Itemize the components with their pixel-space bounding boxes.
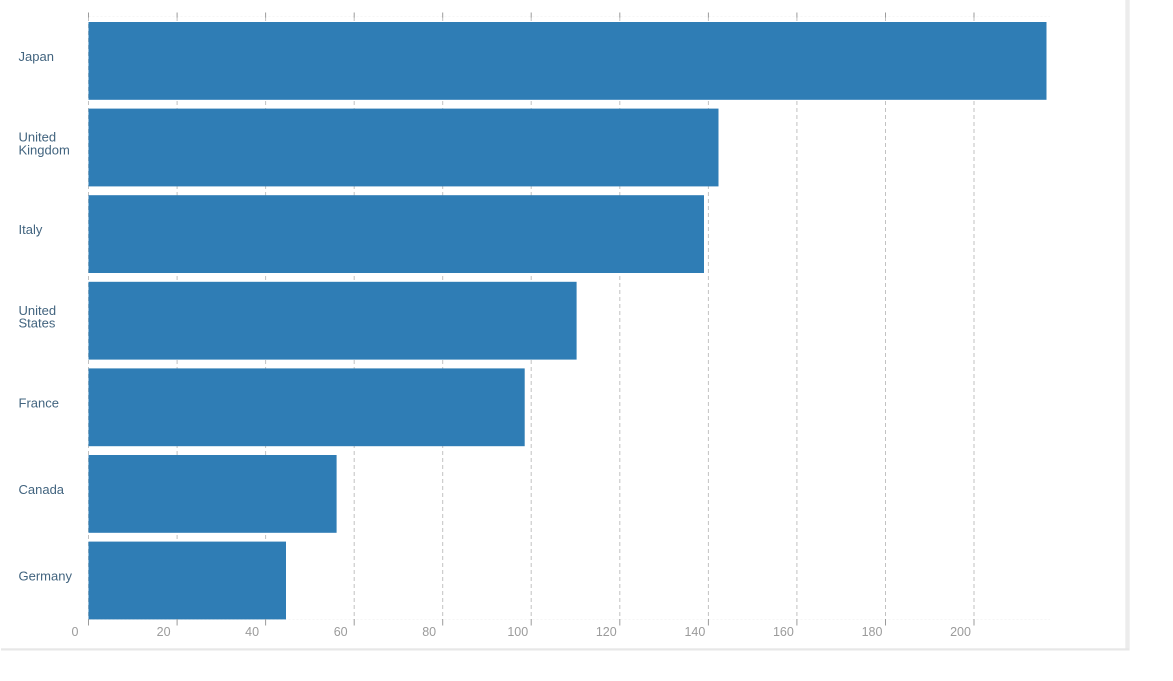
- svg-text:40: 40: [245, 625, 259, 639]
- svg-text:Canada: Canada: [19, 482, 65, 497]
- svg-text:France: France: [19, 395, 59, 410]
- svg-text:States: States: [19, 316, 56, 331]
- svg-text:0: 0: [72, 625, 79, 639]
- svg-text:Kingdom: Kingdom: [19, 142, 70, 157]
- svg-text:100: 100: [507, 625, 528, 639]
- svg-text:80: 80: [422, 625, 436, 639]
- svg-text:United: United: [19, 130, 57, 145]
- svg-text:20: 20: [157, 625, 171, 639]
- svg-text:180: 180: [862, 625, 883, 639]
- svg-text:Italy: Italy: [19, 222, 43, 237]
- svg-text:140: 140: [684, 625, 705, 639]
- svg-text:Germany: Germany: [19, 569, 73, 584]
- svg-text:60: 60: [334, 625, 348, 639]
- svg-text:200: 200: [950, 625, 971, 639]
- svg-text:Japan: Japan: [19, 49, 54, 64]
- svg-text:United: United: [19, 303, 57, 318]
- svg-text:120: 120: [596, 625, 617, 639]
- svg-text:160: 160: [773, 625, 794, 639]
